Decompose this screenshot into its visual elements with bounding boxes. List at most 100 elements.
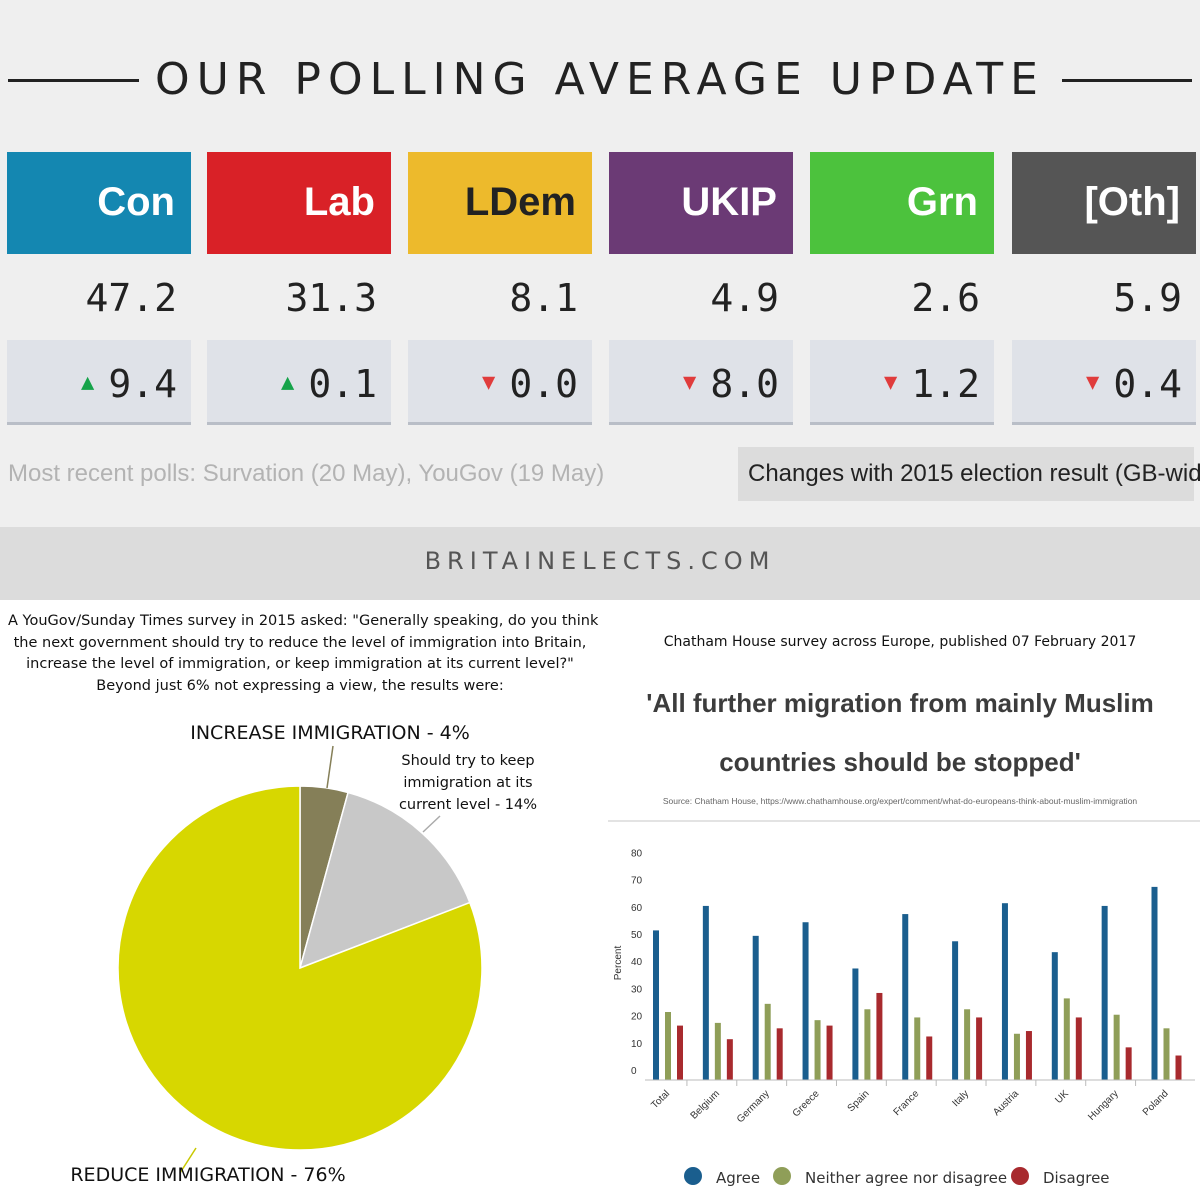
keep-label-line: current level - 14%: [399, 797, 537, 813]
reduce-label: REDUCE IMMIGRATION - 76%: [70, 1164, 345, 1186]
bar-agree-italy: [952, 941, 959, 1080]
increase-leader-line: [326, 745, 334, 789]
bar-disagree-austria: [1025, 1031, 1032, 1080]
x-tick-label: Total: [649, 1088, 672, 1111]
party-change: ▼ 8.0: [609, 340, 793, 425]
party-header: [Oth]: [1012, 152, 1196, 254]
bar-agree-poland: [1151, 886, 1158, 1080]
header-rule-right: [1062, 79, 1192, 82]
increase-label: INCREASE IMMIGRATION - 4%: [190, 722, 470, 744]
party-name: [Oth]: [1084, 180, 1180, 224]
party-header: Con: [7, 152, 191, 254]
legend-label-neither: Neither agree nor disagree: [805, 1169, 1007, 1187]
party-name: Lab: [303, 180, 375, 224]
pie-slice-keep: [298, 791, 471, 970]
y-axis-label: Percent: [613, 946, 624, 981]
changes-note: Changes with 2015 election result (GB-wi…: [748, 460, 1200, 487]
keep-leader-line: [422, 815, 441, 833]
bar-agree-total: [653, 930, 659, 1080]
party-value: 8.1: [509, 276, 578, 320]
bar-agree-belgium: [702, 905, 709, 1080]
intro-line: A YouGov/Sunday Times survey in 2015 ask…: [8, 613, 599, 629]
party-value: 4.9: [710, 276, 779, 320]
bar-disagree-belgium: [726, 1039, 733, 1080]
arrow-down-icon: ▼: [884, 370, 898, 395]
y-tick-label: 10: [631, 1039, 643, 1050]
bar-neither-france: [914, 1017, 921, 1080]
party-card-ukip: UKIP 4.9 ▼ 8.0: [609, 152, 793, 425]
party-card-oth: [Oth] 5.9 ▼ 0.4: [1012, 152, 1196, 425]
party-name: Grn: [906, 180, 978, 224]
y-tick-label: 40: [631, 957, 643, 968]
party-change: ▼ 1.2: [810, 340, 994, 425]
recent-polls-note: Most recent polls: Survation (20 May), Y…: [8, 460, 605, 487]
party-change: ▼ 0.0: [408, 340, 592, 425]
reduce-leader-line: [179, 1147, 197, 1174]
bar-disagree-spain: [876, 992, 883, 1080]
bar-chart-panel: Chatham House survey across Europe, publ…: [600, 600, 1200, 1200]
x-tick-label: Spain: [846, 1088, 872, 1114]
x-tick-label: Poland: [1141, 1088, 1171, 1118]
party-header: Grn: [810, 152, 994, 254]
legend-dot-disagree: [1011, 1167, 1029, 1185]
party-name: UKIP: [681, 180, 777, 224]
header-rule-left: [8, 79, 139, 82]
bar-disagree-uk: [1075, 1017, 1082, 1080]
intro-line: Beyond just 6% not expressing a view, th…: [96, 677, 504, 694]
bar-neither-uk: [1063, 998, 1070, 1080]
intro-line: the next government should try to reduce…: [13, 634, 587, 651]
bar-neither-spain: [864, 1009, 871, 1080]
intro-line: increase the level of immigration, or ke…: [26, 656, 574, 672]
bar-agree-france: [902, 914, 909, 1080]
keep-label-line: Should try to keep: [401, 753, 534, 769]
bars: [653, 886, 1182, 1080]
party-value: 47.2: [85, 276, 177, 320]
party-header: LDem: [408, 152, 592, 254]
party-name: LDem: [464, 180, 576, 224]
title-line: countries should be stopped': [719, 747, 1081, 777]
party-card-lab: Lab 31.3 ▲ 0.1: [207, 152, 391, 425]
x-tick-label: Italy: [950, 1088, 971, 1109]
arrow-up-icon: ▲: [281, 370, 295, 395]
y-axis-ticks: 0 10 20 30 40 50 60 70 80: [631, 848, 643, 1077]
party-value: 5.9: [1113, 276, 1182, 320]
pie-chart: INCREASE IMMIGRATION - 4% Should try to …: [70, 722, 537, 1186]
bar-disagree-italy: [976, 1017, 983, 1080]
bar-neither-austria: [1013, 1033, 1020, 1080]
arrow-down-icon: ▼: [683, 370, 697, 395]
bar-neither-belgium: [714, 1022, 721, 1080]
party-value: 2.6: [911, 276, 980, 320]
bar-disagree-poland: [1175, 1055, 1182, 1080]
x-tick-label: UK: [1053, 1088, 1071, 1106]
y-tick-label: 50: [631, 930, 643, 941]
bar-disagree-greece: [826, 1025, 833, 1080]
y-tick-label: 0: [631, 1066, 637, 1077]
party-change: ▼ 0.4: [1012, 340, 1196, 425]
party-card-ldem: LDem 8.1 ▼ 0.0: [408, 152, 592, 425]
y-tick-label: 30: [631, 984, 643, 995]
bar-neither-germany: [764, 1003, 771, 1080]
bar-neither-italy: [964, 1009, 971, 1080]
x-tick-label: Germany: [735, 1088, 772, 1125]
y-tick-label: 80: [631, 848, 643, 859]
x-tick-label: Hungary: [1086, 1088, 1121, 1123]
y-tick-label: 60: [631, 903, 643, 914]
bar-agree-greece: [802, 922, 809, 1080]
party-change: ▲ 0.1: [207, 340, 391, 425]
legend-dot-agree: [684, 1167, 702, 1185]
party-name: Con: [97, 180, 175, 224]
pie-slices: [117, 785, 483, 1151]
bar-agree-germany: [752, 935, 759, 1080]
bar-disagree-hungary: [1125, 1047, 1132, 1080]
bar-agree-spain: [852, 968, 859, 1080]
legend-label-agree: Agree: [716, 1169, 760, 1187]
changes-legend-box: Changes with 2015 election result (GB-wi…: [738, 447, 1200, 501]
bar-neither-hungary: [1113, 1014, 1120, 1080]
bar-chart: 0 10 20 30 40 50 60 70 80 Percent Total Belgium Ge…: [608, 820, 1200, 1187]
arrow-up-icon: ▲: [81, 370, 95, 395]
panel-title: OUR POLLING AVERAGE UPDATE: [155, 54, 1045, 105]
site-name: BRITAINELECTS.COM: [424, 547, 776, 575]
title-line: 'All further migration from mainly Musli…: [646, 688, 1154, 718]
bar-chart-title: 'All further migration from mainly Musli…: [600, 674, 1200, 792]
pie-intro-text: A YouGov/Sunday Times survey in 2015 ask…: [8, 611, 599, 697]
